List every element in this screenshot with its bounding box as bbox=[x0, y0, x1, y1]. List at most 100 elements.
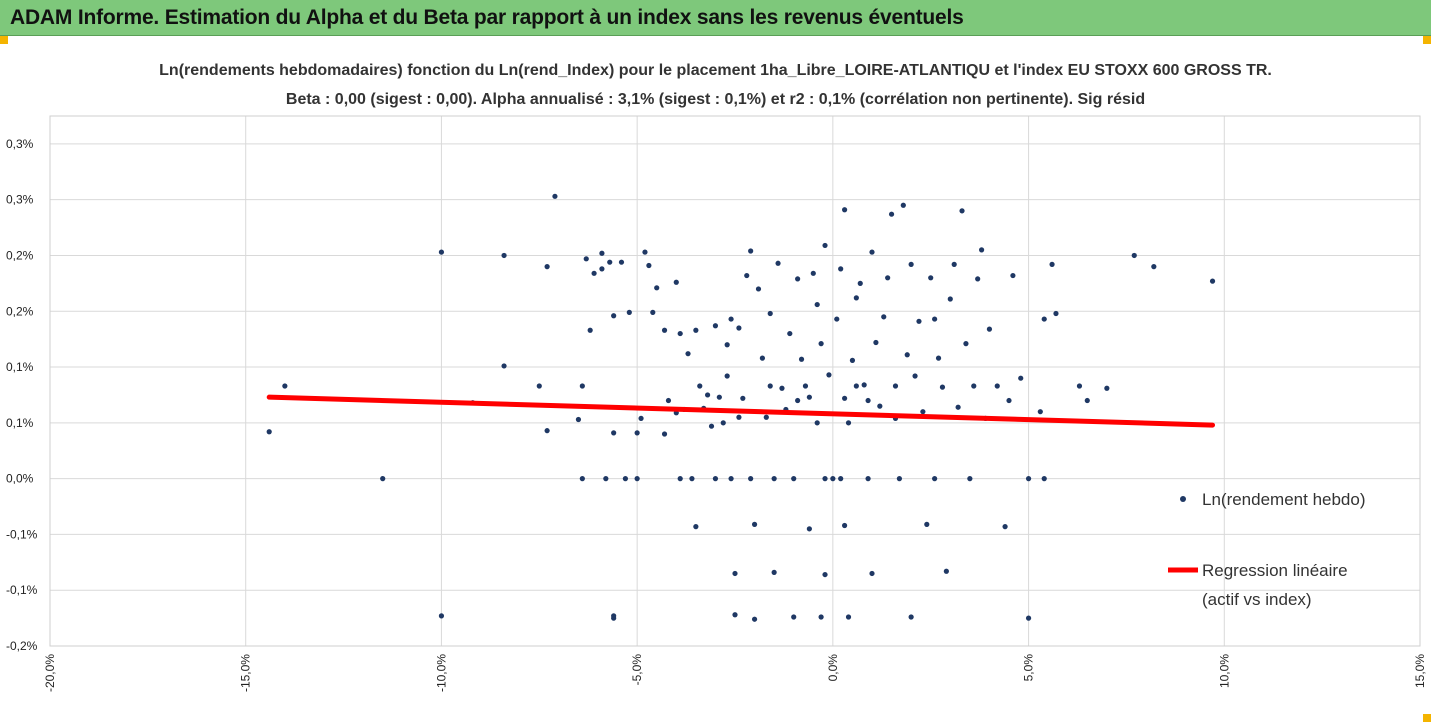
data-point bbox=[611, 430, 617, 436]
data-point bbox=[845, 614, 852, 620]
data-point bbox=[865, 397, 871, 404]
data-point bbox=[1025, 615, 1032, 621]
y-tick-label: 0,3% bbox=[6, 137, 34, 151]
data-point bbox=[438, 613, 445, 619]
data-point bbox=[912, 373, 918, 379]
data-point bbox=[767, 310, 773, 317]
data-point bbox=[853, 295, 859, 301]
x-tick-label: -20,0% bbox=[43, 654, 57, 692]
data-point bbox=[693, 524, 699, 530]
data-point bbox=[920, 409, 926, 415]
data-point bbox=[932, 316, 938, 322]
data-point bbox=[736, 414, 742, 420]
data-point bbox=[638, 415, 644, 421]
data-point bbox=[603, 476, 609, 482]
data-point bbox=[1037, 409, 1043, 415]
data-point bbox=[842, 207, 848, 213]
legend-label-points: Ln(rendement hebdo) bbox=[1202, 490, 1366, 509]
data-point bbox=[611, 313, 617, 319]
plot-frame bbox=[49, 115, 1421, 647]
report-title: ADAM Informe. Estimation du Alpha et du … bbox=[10, 6, 964, 29]
data-point bbox=[689, 476, 695, 482]
x-tick-label: -5,0% bbox=[630, 654, 644, 686]
data-point bbox=[822, 571, 828, 578]
data-point bbox=[587, 327, 593, 333]
data-point bbox=[959, 208, 965, 214]
data-point bbox=[798, 356, 805, 362]
data-point bbox=[892, 383, 899, 389]
data-point bbox=[885, 275, 891, 281]
data-point bbox=[838, 476, 844, 482]
data-point bbox=[740, 395, 746, 401]
data-point bbox=[908, 614, 914, 620]
data-point bbox=[1018, 375, 1024, 381]
data-point bbox=[1006, 397, 1012, 404]
data-point bbox=[916, 318, 922, 324]
legend-label-regression-2: (actif vs index) bbox=[1202, 590, 1312, 609]
data-point bbox=[599, 250, 605, 256]
data-point bbox=[266, 429, 272, 435]
data-point bbox=[842, 522, 848, 529]
y-tick-label: 0,3% bbox=[6, 193, 34, 207]
data-point bbox=[759, 355, 766, 361]
data-point bbox=[1209, 278, 1216, 284]
data-point bbox=[943, 568, 949, 574]
data-point bbox=[1041, 476, 1047, 482]
data-point bbox=[1010, 272, 1016, 279]
data-point bbox=[924, 521, 930, 527]
y-tick-label: -0,2% bbox=[6, 639, 38, 653]
data-point bbox=[1076, 383, 1083, 389]
chart-subtitle: Beta : 0,00 (sigest : 0,00). Alpha annua… bbox=[285, 91, 1146, 108]
data-point bbox=[634, 476, 640, 482]
data-point bbox=[826, 372, 832, 378]
data-point bbox=[583, 256, 589, 262]
data-point bbox=[693, 327, 699, 333]
data-point bbox=[685, 351, 691, 357]
legend-marker-dot bbox=[1180, 496, 1186, 502]
data-point bbox=[869, 249, 875, 255]
data-point bbox=[951, 261, 957, 267]
data-point bbox=[888, 211, 895, 217]
data-point bbox=[728, 476, 734, 482]
y-tick-label: 0,2% bbox=[6, 248, 34, 262]
data-point bbox=[1053, 310, 1059, 317]
data-point bbox=[607, 259, 613, 265]
data-point bbox=[791, 476, 797, 482]
data-point bbox=[806, 394, 812, 400]
data-point bbox=[822, 476, 828, 482]
data-point bbox=[791, 614, 797, 620]
data-point bbox=[1151, 264, 1157, 270]
data-point bbox=[932, 476, 938, 482]
data-point bbox=[724, 373, 730, 379]
regression-line bbox=[266, 394, 1216, 428]
data-point bbox=[591, 270, 597, 276]
data-point bbox=[1084, 397, 1090, 404]
y-tick-label: 0,0% bbox=[6, 472, 34, 486]
data-point bbox=[712, 476, 719, 482]
data-point bbox=[881, 314, 887, 320]
data-point bbox=[877, 403, 883, 409]
chart-title: Ln(rendements hebdomadaires) fonction du… bbox=[159, 62, 1272, 79]
data-point bbox=[947, 296, 953, 302]
data-point bbox=[986, 326, 993, 332]
data-point bbox=[822, 242, 828, 249]
data-point bbox=[536, 383, 542, 389]
data-point bbox=[869, 570, 875, 577]
data-point bbox=[814, 420, 820, 426]
data-point bbox=[818, 341, 824, 347]
data-point bbox=[900, 202, 906, 208]
data-point bbox=[716, 394, 722, 400]
x-tick-label: 0,0% bbox=[826, 654, 840, 682]
y-tick-label: 0,2% bbox=[6, 304, 34, 318]
data-point bbox=[979, 247, 985, 253]
data-point bbox=[787, 330, 793, 337]
data-point bbox=[1002, 524, 1008, 530]
data-point bbox=[544, 428, 550, 434]
corner-marker-bottom-right bbox=[1423, 714, 1431, 722]
data-point bbox=[732, 570, 738, 577]
data-point bbox=[501, 363, 507, 369]
data-point bbox=[748, 248, 754, 254]
data-point bbox=[873, 339, 879, 346]
data-point bbox=[673, 279, 679, 285]
data-point bbox=[501, 252, 507, 259]
